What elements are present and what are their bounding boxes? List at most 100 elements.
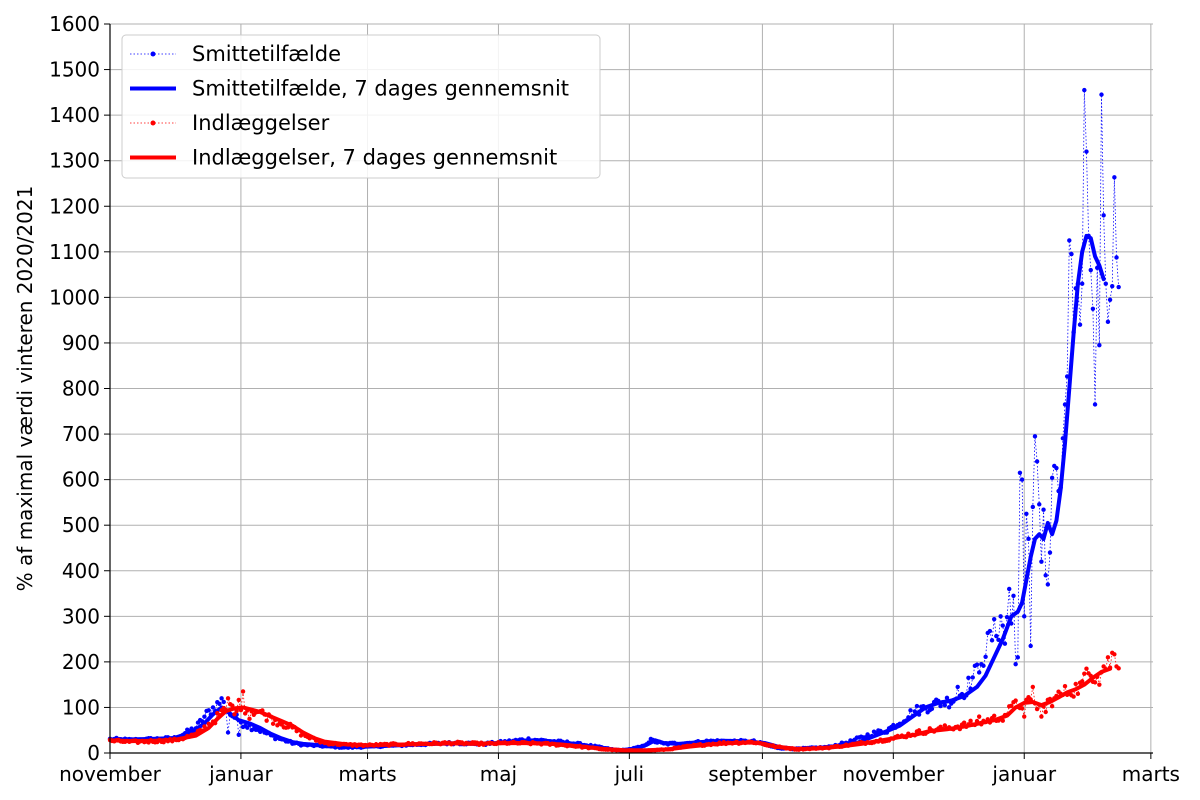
y-tick-label: 500 xyxy=(62,513,100,537)
data-point xyxy=(1071,694,1076,699)
y-tick-label: 800 xyxy=(62,377,100,401)
data-point xyxy=(1030,504,1036,510)
data-point xyxy=(996,637,1001,643)
data-point xyxy=(1067,238,1072,243)
y-tick-label: 600 xyxy=(62,468,100,492)
data-point xyxy=(987,628,993,634)
data-point xyxy=(991,616,997,622)
y-tick-label: 100 xyxy=(62,695,100,719)
legend-label: Indlæggelser, 7 dages gennemsnit xyxy=(192,146,557,170)
legend-item-2: Indlæggelser xyxy=(130,111,330,135)
y-axis-title: % af maximal værdi vinteren 2020/2021 xyxy=(13,186,37,592)
data-point xyxy=(976,670,982,675)
data-point xyxy=(1092,402,1098,407)
y-tick-label: 300 xyxy=(62,604,100,628)
data-point xyxy=(217,701,222,707)
series-3 xyxy=(108,666,1113,753)
data-point xyxy=(1019,706,1025,711)
data-point xyxy=(202,714,207,719)
series-1 xyxy=(108,233,1106,753)
data-point xyxy=(219,696,224,701)
data-point xyxy=(243,711,248,716)
data-point xyxy=(955,684,960,690)
x-tick-label: november xyxy=(59,762,162,786)
y-tick-label: 400 xyxy=(62,559,100,583)
data-point xyxy=(1024,511,1029,516)
data-point xyxy=(944,695,950,701)
data-point xyxy=(1082,87,1087,93)
data-point xyxy=(1022,614,1027,619)
data-point xyxy=(1107,297,1113,302)
data-point xyxy=(1097,343,1102,348)
data-point xyxy=(225,696,231,701)
data-point xyxy=(1097,682,1102,687)
data-point xyxy=(1062,683,1068,689)
data-point xyxy=(946,705,952,710)
data-point xyxy=(968,718,973,724)
data-point xyxy=(991,713,997,718)
legend-item-0: Smittetilfælde xyxy=(130,42,341,66)
data-point xyxy=(1116,284,1121,290)
data-point xyxy=(1101,213,1106,218)
data-point xyxy=(1069,251,1074,257)
series-layer xyxy=(107,87,1121,754)
data-point xyxy=(1015,655,1020,660)
data-point xyxy=(942,723,948,728)
series-2 xyxy=(107,650,1121,754)
series-line-daily xyxy=(109,652,1119,752)
y-tick-label: 900 xyxy=(62,331,100,355)
data-point xyxy=(1013,661,1018,667)
data-point xyxy=(1037,502,1042,507)
data-point xyxy=(1000,623,1005,628)
data-point xyxy=(1043,709,1048,715)
x-tick-label: maj xyxy=(480,762,517,786)
data-point xyxy=(1099,92,1104,97)
data-point xyxy=(1019,477,1025,482)
data-point xyxy=(1054,465,1059,471)
data-point xyxy=(1090,306,1096,311)
data-point xyxy=(1079,679,1085,684)
data-point xyxy=(1105,655,1111,660)
y-tick-label: 1300 xyxy=(49,149,100,173)
legend-label: Smittetilfælde xyxy=(192,42,341,66)
data-point xyxy=(942,702,948,708)
data-point xyxy=(1105,319,1111,325)
data-point xyxy=(983,654,988,660)
data-point xyxy=(232,712,237,717)
data-point xyxy=(1084,149,1089,154)
data-point xyxy=(1022,714,1027,719)
y-tick-label: 0 xyxy=(87,741,100,765)
data-point xyxy=(974,662,980,667)
data-point xyxy=(1017,470,1023,475)
data-point xyxy=(1088,267,1093,273)
data-point xyxy=(270,721,276,726)
data-point xyxy=(1039,559,1044,564)
data-point xyxy=(914,703,920,709)
data-point xyxy=(1049,704,1055,709)
data-point xyxy=(1116,666,1121,671)
data-point xyxy=(1112,652,1117,657)
data-point xyxy=(210,705,216,710)
y-tick-label: 700 xyxy=(62,422,100,446)
series-line-average xyxy=(108,666,1113,753)
data-point xyxy=(1084,666,1089,671)
data-point xyxy=(1039,714,1044,719)
data-point xyxy=(1004,614,1010,620)
data-point xyxy=(976,714,982,719)
data-point xyxy=(1103,281,1108,286)
data-point xyxy=(938,703,943,709)
data-point xyxy=(1092,680,1098,685)
data-point xyxy=(1013,698,1018,703)
series-line-daily xyxy=(109,90,1120,751)
legend-item-1: Smittetilfælde, 7 dages gennemsnit xyxy=(130,77,569,101)
data-point xyxy=(1026,536,1031,542)
data-point xyxy=(1002,641,1008,646)
x-tick-label: januar xyxy=(208,762,273,786)
data-point xyxy=(966,675,971,681)
x-tick-label: januar xyxy=(991,762,1056,786)
data-point xyxy=(1073,681,1078,687)
data-point xyxy=(1011,593,1016,599)
y-tick-label: 200 xyxy=(62,650,100,674)
data-point xyxy=(989,638,995,643)
